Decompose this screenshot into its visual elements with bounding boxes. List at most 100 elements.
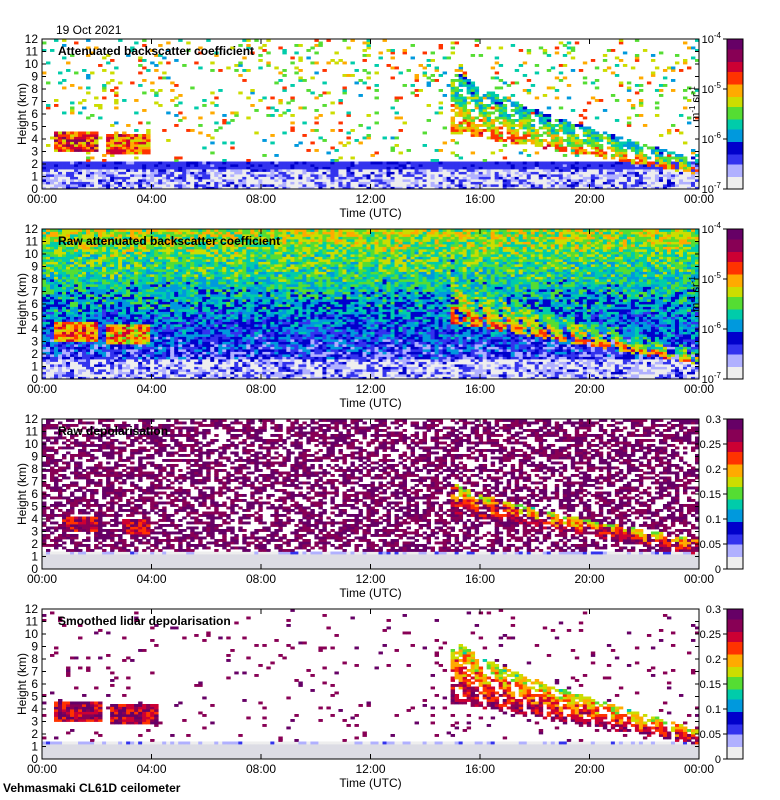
heatmap-cell bbox=[134, 99, 139, 102]
heatmap-cell bbox=[142, 179, 147, 182]
heatmap-cell bbox=[466, 96, 472, 100]
heatmap-cell bbox=[342, 39, 347, 42]
heatmap-cell bbox=[594, 99, 600, 102]
heatmap-cell bbox=[574, 169, 580, 172]
heatmap-cell bbox=[450, 186, 456, 190]
heatmap-cell bbox=[642, 144, 648, 147]
heatmap-cell bbox=[582, 141, 588, 145]
heatmap-cell bbox=[118, 291, 123, 295]
colorbar-segment bbox=[727, 56, 743, 60]
heatmap-cell bbox=[106, 146, 111, 150]
heatmap-cell bbox=[522, 166, 528, 170]
heatmap-cell bbox=[386, 181, 391, 185]
heatmap-cell bbox=[130, 309, 135, 312]
heatmap-cell bbox=[46, 346, 51, 350]
heatmap-cell bbox=[590, 131, 596, 135]
heatmap-cell bbox=[246, 96, 251, 100]
heatmap-cell bbox=[146, 181, 151, 185]
heatmap-cell bbox=[54, 281, 59, 285]
heatmap-cell bbox=[54, 371, 59, 375]
heatmap-cell bbox=[94, 266, 99, 270]
heatmap-cell bbox=[106, 256, 111, 260]
colorbar-tick-label: 10-4 bbox=[702, 31, 722, 46]
heatmap-cell bbox=[154, 54, 159, 57]
heatmap-cell bbox=[490, 169, 496, 172]
heatmap-cell bbox=[522, 174, 528, 177]
heatmap-cell bbox=[106, 141, 111, 145]
heatmap-cell bbox=[58, 356, 63, 360]
heatmap-cell bbox=[242, 186, 247, 190]
heatmap-cell bbox=[594, 134, 600, 137]
heatmap-cell bbox=[370, 174, 375, 177]
heatmap-cell bbox=[58, 301, 63, 305]
heatmap-cell bbox=[374, 96, 379, 100]
heatmap-cell bbox=[126, 134, 131, 137]
heatmap-cell bbox=[394, 184, 399, 187]
colorbar-segment bbox=[727, 89, 743, 92]
heatmap-cell bbox=[654, 176, 660, 180]
heatmap-cell bbox=[94, 284, 99, 287]
heatmap-cell bbox=[54, 39, 59, 42]
heatmap-cell bbox=[298, 186, 303, 190]
heatmap-cell bbox=[490, 176, 496, 180]
heatmap-cell bbox=[686, 169, 692, 172]
heatmap-cell bbox=[370, 154, 375, 157]
heatmap-cell bbox=[610, 179, 616, 182]
heatmap-cell bbox=[62, 296, 67, 300]
heatmap-cell bbox=[486, 46, 492, 50]
heatmap-cell bbox=[378, 171, 383, 175]
heatmap-cell bbox=[134, 236, 139, 240]
heatmap-cell bbox=[50, 186, 55, 190]
heatmap-cell bbox=[358, 176, 363, 180]
heatmap-cell bbox=[142, 234, 147, 237]
heatmap-cell bbox=[502, 139, 508, 142]
heatmap-cell bbox=[314, 181, 319, 185]
heatmap-cell bbox=[122, 149, 127, 152]
heatmap-cell bbox=[690, 149, 696, 152]
y-tick-label: 12 bbox=[25, 32, 39, 46]
heatmap-cell bbox=[662, 176, 668, 180]
heatmap-cell bbox=[646, 164, 652, 167]
heatmap-cell bbox=[58, 311, 63, 315]
heatmap-cell bbox=[450, 139, 456, 142]
heatmap-cell bbox=[550, 166, 556, 170]
heatmap-cell bbox=[178, 101, 183, 105]
heatmap-cell bbox=[322, 174, 327, 177]
heatmap-cell bbox=[206, 39, 211, 42]
heatmap-cell bbox=[522, 89, 528, 92]
heatmap-cell bbox=[602, 169, 608, 172]
heatmap-cell bbox=[50, 166, 55, 170]
heatmap-cell bbox=[274, 66, 279, 70]
heatmap-cell bbox=[118, 371, 123, 375]
heatmap-cell bbox=[650, 179, 656, 182]
heatmap-cell bbox=[122, 326, 127, 330]
heatmap-cell bbox=[458, 89, 464, 92]
heatmap-cell bbox=[630, 149, 636, 152]
heatmap-cell bbox=[562, 166, 568, 170]
heatmap-cell bbox=[118, 171, 123, 175]
heatmap-cell bbox=[494, 169, 500, 172]
heatmap-cell bbox=[158, 171, 163, 175]
heatmap-cell bbox=[462, 174, 468, 177]
heatmap-cell bbox=[114, 136, 119, 140]
heatmap-cell bbox=[538, 179, 544, 182]
heatmap-cell bbox=[74, 234, 79, 237]
heatmap-cell bbox=[422, 169, 427, 172]
heatmap-cell bbox=[58, 369, 63, 372]
heatmap-cell bbox=[482, 94, 488, 97]
heatmap-cell bbox=[126, 296, 131, 300]
heatmap-cell bbox=[54, 341, 59, 345]
heatmap-cell bbox=[314, 61, 319, 65]
heatmap-cell bbox=[198, 124, 203, 127]
heatmap-cell bbox=[62, 326, 67, 330]
heatmap-cell bbox=[302, 179, 307, 182]
heatmap-cell bbox=[42, 166, 47, 170]
heatmap-cell bbox=[138, 134, 143, 137]
heatmap-cell bbox=[222, 161, 227, 165]
heatmap-cell bbox=[186, 179, 191, 182]
colorbar-tick-base: 10 bbox=[702, 84, 714, 96]
heatmap-cell bbox=[450, 109, 456, 112]
heatmap-cell bbox=[146, 331, 151, 335]
heatmap-cell bbox=[554, 139, 560, 142]
